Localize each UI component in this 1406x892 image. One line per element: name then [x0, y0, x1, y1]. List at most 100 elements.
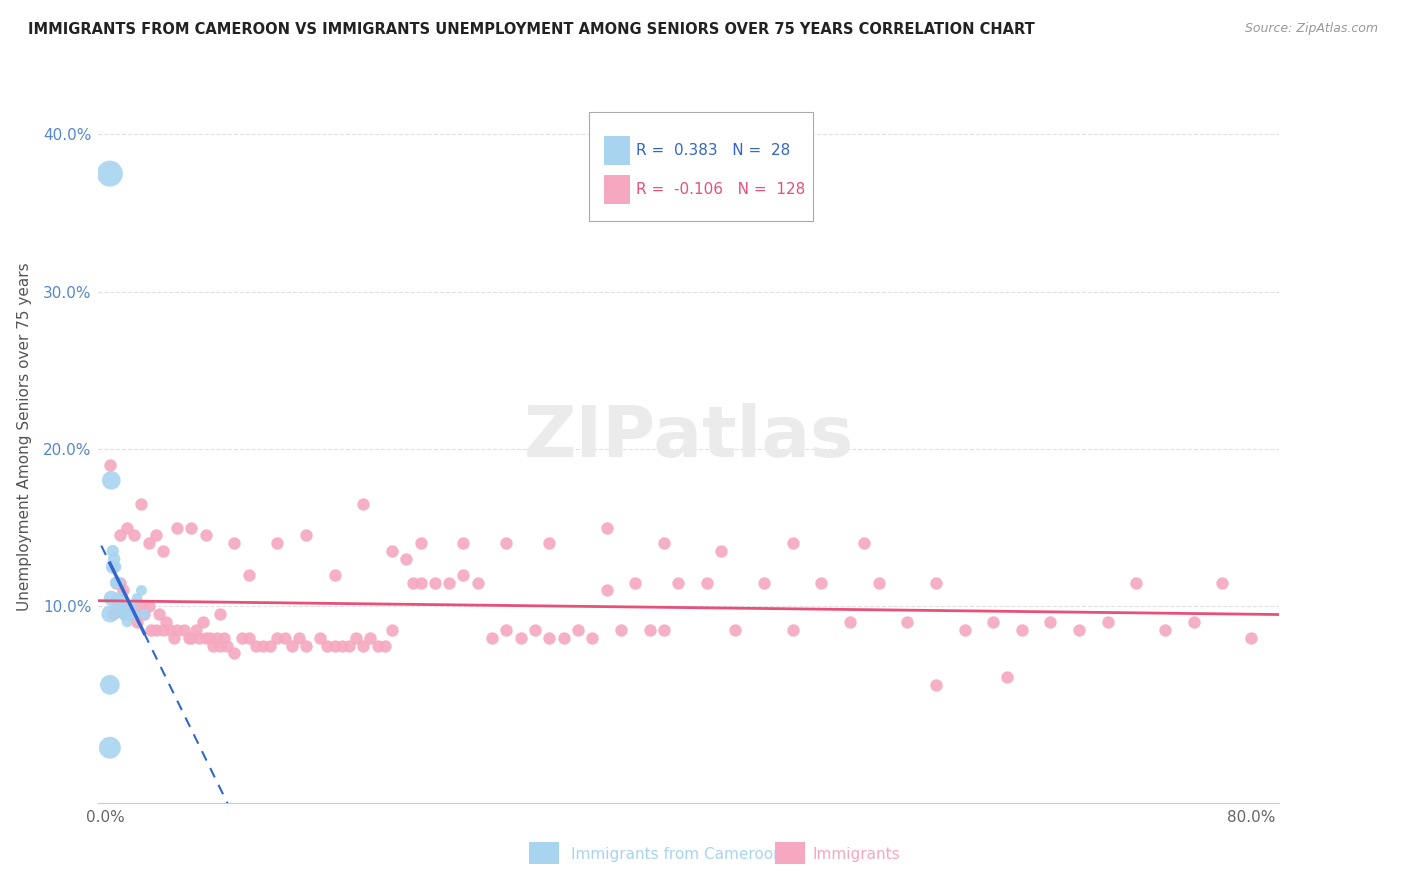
Point	[1240, 631, 1263, 645]
Point	[453, 536, 475, 550]
Point	[624, 575, 647, 590]
Point	[101, 559, 124, 574]
Point	[141, 623, 163, 637]
Point	[166, 520, 188, 534]
Point	[100, 473, 122, 487]
Point	[177, 631, 200, 645]
Point	[115, 615, 138, 629]
Point	[359, 631, 381, 645]
Point	[98, 167, 121, 181]
Point	[402, 575, 425, 590]
Text: Immigrants from Cameroon: Immigrants from Cameroon	[571, 847, 783, 862]
Point	[180, 631, 202, 645]
Point	[100, 591, 122, 606]
Text: ZIPatlas: ZIPatlas	[524, 402, 853, 472]
Point	[1067, 623, 1090, 637]
Point	[352, 639, 374, 653]
Point	[782, 536, 804, 550]
Point	[925, 678, 948, 692]
Point	[437, 575, 460, 590]
Point	[98, 458, 121, 472]
Point	[409, 536, 432, 550]
Point	[1011, 623, 1033, 637]
Point	[110, 599, 132, 614]
Point	[538, 631, 561, 645]
Point	[1039, 615, 1062, 629]
Point	[323, 567, 346, 582]
Point	[538, 536, 561, 550]
Point	[352, 497, 374, 511]
Point	[105, 591, 128, 606]
Point	[868, 575, 890, 590]
Point	[423, 575, 446, 590]
Point	[166, 623, 188, 637]
Y-axis label: Unemployment Among Seniors over 75 years: Unemployment Among Seniors over 75 years	[17, 263, 32, 611]
Point	[117, 607, 139, 621]
Point	[553, 631, 575, 645]
Point	[131, 583, 153, 598]
FancyBboxPatch shape	[589, 112, 813, 221]
Point	[145, 528, 167, 542]
Point	[595, 520, 617, 534]
Point	[1125, 575, 1147, 590]
Point	[316, 639, 339, 653]
Point	[266, 536, 288, 550]
Point	[112, 607, 135, 621]
Point	[125, 615, 148, 629]
Point	[108, 591, 131, 606]
Point	[595, 583, 617, 598]
Point	[374, 639, 396, 653]
Point	[238, 567, 260, 582]
Point	[509, 631, 531, 645]
Point	[337, 639, 360, 653]
Point	[184, 623, 207, 637]
Point	[209, 607, 232, 621]
Point	[111, 583, 134, 598]
Point	[114, 607, 136, 621]
Text: IMMIGRANTS FROM CAMEROON VS IMMIGRANTS UNEMPLOYMENT AMONG SENIORS OVER 75 YEARS : IMMIGRANTS FROM CAMEROON VS IMMIGRANTS U…	[28, 22, 1035, 37]
Point	[122, 528, 145, 542]
Point	[122, 607, 145, 621]
Point	[98, 607, 121, 621]
Point	[105, 575, 128, 590]
Point	[581, 631, 603, 645]
Point	[108, 575, 131, 590]
Point	[295, 639, 318, 653]
Point	[652, 536, 675, 550]
Point	[138, 599, 160, 614]
Point	[710, 544, 733, 558]
Point	[101, 607, 124, 621]
Point	[111, 607, 134, 621]
Point	[481, 631, 503, 645]
Point	[104, 575, 127, 590]
Point	[495, 536, 517, 550]
Point	[238, 631, 260, 645]
Point	[273, 631, 295, 645]
Point	[155, 615, 177, 629]
Point	[138, 536, 160, 550]
Point	[152, 623, 174, 637]
Bar	[530, 841, 560, 863]
Point	[752, 575, 775, 590]
Point	[134, 607, 156, 621]
Bar	[605, 136, 630, 165]
Text: R =  -0.106   N =  128: R = -0.106 N = 128	[636, 182, 806, 197]
Bar	[775, 841, 804, 863]
Point	[610, 623, 633, 637]
Point	[122, 607, 145, 621]
Point	[1182, 615, 1205, 629]
Point	[953, 623, 976, 637]
Point	[194, 528, 217, 542]
Point	[409, 575, 432, 590]
Point	[194, 631, 217, 645]
Point	[224, 646, 246, 660]
Point	[231, 631, 253, 645]
Point	[381, 623, 404, 637]
Point	[120, 607, 142, 621]
Point	[103, 552, 125, 566]
Point	[853, 536, 876, 550]
Point	[344, 631, 367, 645]
Point	[217, 639, 239, 653]
Point	[120, 599, 142, 614]
Point	[191, 615, 214, 629]
